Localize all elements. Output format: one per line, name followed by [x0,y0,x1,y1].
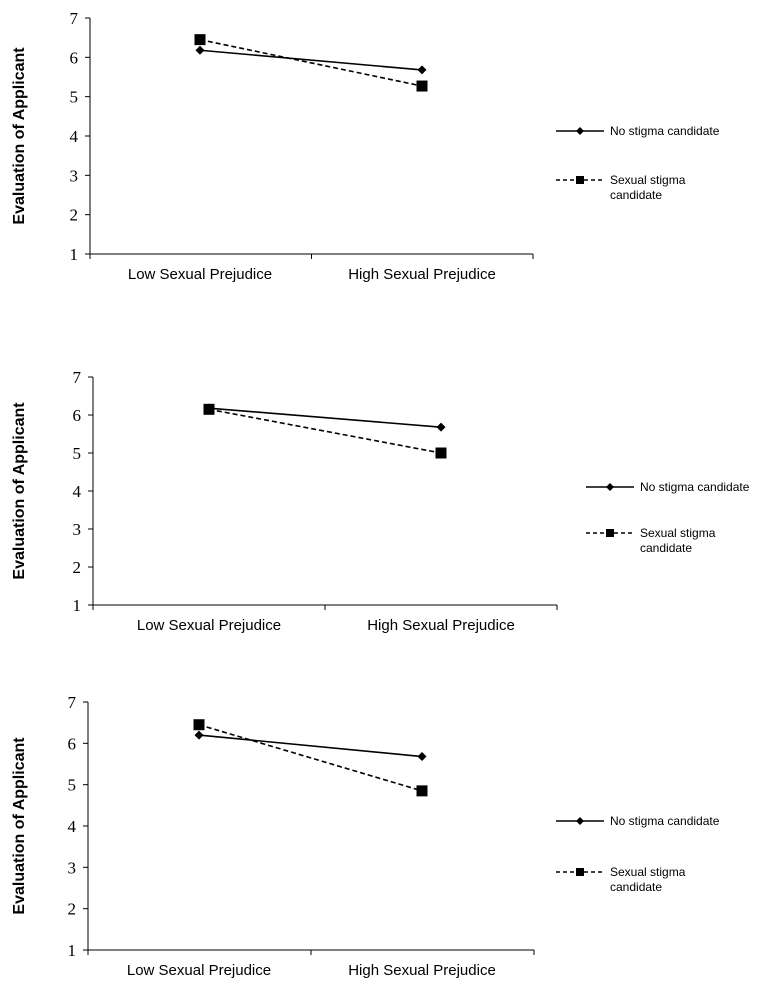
x-tick-label: Low Sexual Prejudice [128,266,272,283]
data-point-diamond [417,65,427,75]
y-axis-label: Evaluation of Applicant [11,402,28,580]
data-point-square [416,80,428,92]
y-tick-label: 5 [70,88,79,107]
series-sexual-stigma [194,34,428,92]
data-point-square [416,785,428,797]
data-point-square [194,34,206,46]
legend-entry-no-stigma: No stigma candidate [556,814,720,828]
legend-entry-sexual-stigma: Sexual stigma candidate [556,865,686,894]
y-tick-label: 3 [73,520,82,539]
data-point-diamond [194,730,204,740]
y-tick-label: 6 [70,48,79,67]
legend-marker-square [606,529,614,537]
series-line [199,49,423,71]
y-tick-label: 4 [70,127,79,146]
legend-label: Sexual stigma candidate [610,865,686,894]
y-tick-label: 2 [68,900,77,919]
legend-marker-square [576,176,584,184]
legend-marker-diamond [576,127,584,135]
y-tick-label: 7 [70,9,79,28]
y-tick-label: 1 [73,596,82,615]
chart-1: 1 2 3 4 5 6 7 Low Sexual Prejudice High Sexual P… [11,9,720,283]
legend: No stigma candidate Sexual stigma candidat… [556,814,720,894]
legend-label: No stigma candidate [610,124,720,138]
y-tick-label: 4 [68,817,77,836]
x-tick-label: High Sexual Prejudice [367,617,515,634]
y-axis-label: Evaluation of Applicant [11,47,28,225]
x-tick-label: High Sexual Prejudice [348,266,496,283]
series-line [198,734,423,758]
y-tick-label: 6 [73,406,82,425]
legend-marker-square [576,868,584,876]
data-point-square [203,403,215,415]
y-tick-label: 4 [73,482,82,501]
data-point-diamond [417,752,427,762]
y-tick-label: 3 [68,858,77,877]
legend-label: No stigma candidate [640,480,750,494]
series-sexual-stigma [203,403,447,459]
legend: No stigma candidate Sexual stigma candidat… [556,124,720,202]
data-point-square [193,719,205,731]
series-no-stigma [204,403,446,432]
y-tick-label: 2 [70,206,79,225]
y-tick-label: 1 [68,941,77,960]
data-point-diamond [195,45,205,55]
y-tick-label: 1 [70,245,79,264]
chart-2: 1 2 3 4 5 6 7 Low Sexual Prejudice High Sexual P… [11,368,750,634]
series-no-stigma [195,45,427,75]
y-axis-label: Evaluation of Applicant [11,737,28,915]
series-line [208,408,442,454]
legend-label: Sexual stigma candidate [640,526,716,555]
x-tick-label: High Sexual Prejudice [348,962,496,979]
data-point-diamond [436,422,446,432]
legend: No stigma candidate Sexual stigma candidat… [586,480,750,555]
series-no-stigma [194,730,427,762]
legend-entry-no-stigma: No stigma candidate [556,124,720,138]
y-tick-label: 5 [68,776,77,795]
x-tick-label: Low Sexual Prejudice [127,962,271,979]
legend-entry-sexual-stigma: Sexual stigma candidate [556,173,686,202]
data-point-square [435,447,447,459]
series-sexual-stigma [193,719,428,797]
legend-entry-no-stigma: No stigma candidate [586,480,750,494]
legend-entry-sexual-stigma: Sexual stigma candidate [586,526,716,555]
y-tick-label: 7 [68,693,77,712]
y-tick-label: 5 [73,444,82,463]
legend-marker-diamond [606,483,614,491]
y-tick-label: 7 [73,368,82,387]
series-line [199,38,423,87]
y-tick-label: 3 [70,166,79,185]
y-tick-label: 6 [68,734,77,753]
y-tick-label: 2 [73,558,82,577]
series-line [208,407,442,428]
chart-3: 1 2 3 4 5 6 7 Low Sexual Prejudice High Sexual P… [11,693,720,979]
legend-marker-diamond [576,817,584,825]
legend-label: Sexual stigma candidate [610,173,686,202]
legend-label: No stigma candidate [610,814,720,828]
x-tick-label: Low Sexual Prejudice [137,617,281,634]
series-line [198,723,423,792]
